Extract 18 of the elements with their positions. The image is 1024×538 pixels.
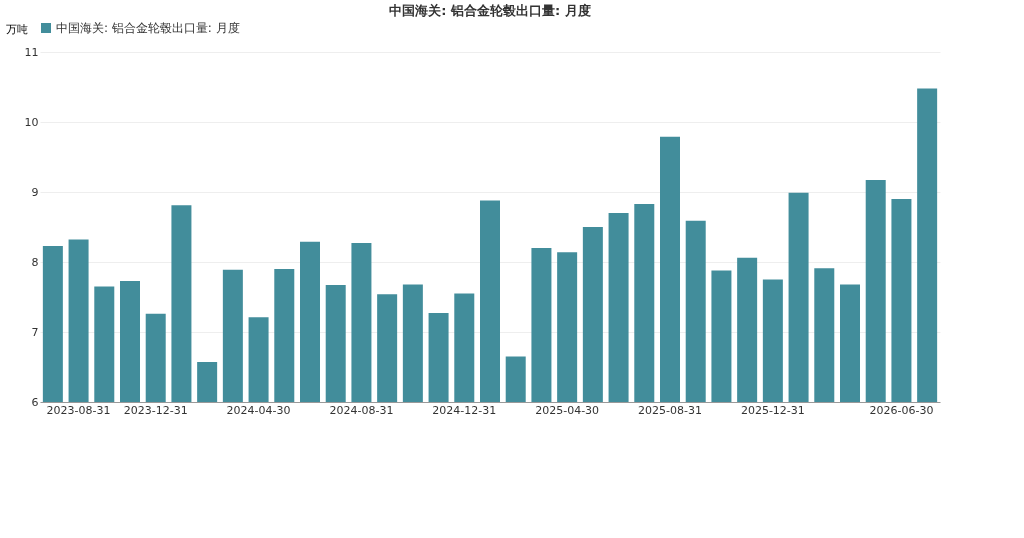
legend-label: 中国海关: 铝合金轮毂出口量: 月度 [56, 21, 240, 35]
x-tick-label: 2025-04-30 [535, 403, 600, 417]
x-tick-label: 2024-08-31 [329, 403, 394, 417]
x-tick-label: 2026-06-30 [869, 403, 934, 417]
y-tick-label: 9 [31, 185, 39, 199]
x-tick-label: 2025-08-31 [638, 403, 702, 417]
chart-title: 中国海关: 铝合金轮毂出口量: 月度 [389, 3, 591, 18]
y-tick-label: 11 [24, 45, 39, 59]
y-tick-label: 8 [31, 255, 39, 269]
y-tick-label: 10 [24, 115, 39, 129]
x-tick-label: 2024-12-31 [432, 403, 497, 417]
x-tick-label: 2024-04-30 [226, 403, 291, 417]
x-tick-label: 2025-12-31 [740, 403, 805, 417]
y-tick-label: 6 [31, 395, 39, 409]
x-tick-label: 2023-12-31 [123, 403, 188, 417]
y-tick-label: 7 [31, 325, 39, 339]
y-axis-title: 万吨 [5, 22, 28, 36]
x-tick-label: 2023-08-31 [46, 403, 111, 417]
